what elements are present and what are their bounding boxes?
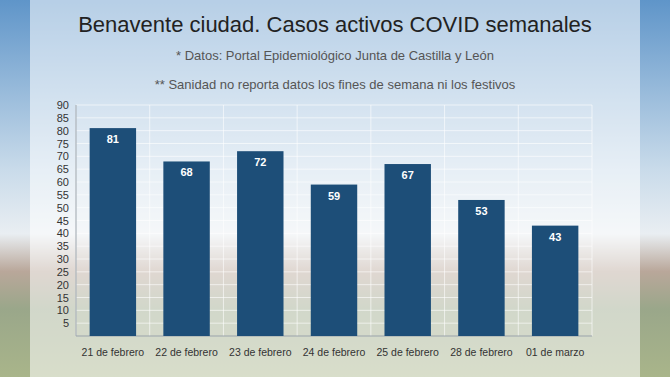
x-tick-label: 21 de febrero (82, 346, 145, 358)
bar (90, 128, 136, 336)
x-tick-label: 24 de febrero (303, 346, 366, 358)
y-tick-label: 30 (57, 253, 69, 265)
data-label: 67 (402, 169, 414, 181)
grid-line-vertical (297, 105, 298, 336)
y-tick-label: 40 (57, 227, 69, 239)
grid-line (76, 117, 592, 118)
grid-line-vertical (444, 105, 445, 336)
grid-line (76, 143, 592, 144)
bars (90, 128, 579, 336)
x-tick-label: 28 de febrero (450, 346, 513, 358)
background (0, 0, 670, 377)
grid-line-vertical (592, 105, 593, 336)
annotation: ** Sanidad no reporta datos los fines de… (155, 77, 516, 92)
grid-line-vertical (370, 105, 371, 336)
y-tick-label: 85 (57, 112, 69, 124)
y-tick-label: 25 (57, 266, 69, 278)
y-tick-label: 80 (57, 125, 69, 137)
y-tick-label: 35 (57, 240, 69, 252)
bar (384, 164, 430, 336)
y-tick-label: 20 (57, 279, 69, 291)
y-tick-label: 55 (57, 189, 69, 201)
x-tick-label: 22 de febrero (155, 346, 218, 358)
data-label: 81 (107, 133, 119, 145)
grid-line (76, 182, 592, 183)
y-tick-label: 60 (57, 176, 69, 188)
title: Benavente ciudad. Casos activos COVID se… (78, 12, 592, 37)
y-tick-label: 50 (57, 202, 69, 214)
y-tick-label: 70 (57, 150, 69, 162)
grid-line (76, 105, 592, 106)
data-label: 59 (328, 190, 340, 202)
grid-line-vertical (223, 105, 224, 336)
y-tick-label: 5 (63, 317, 69, 329)
y-tick-label: 65 (57, 163, 69, 175)
grid-line-vertical (76, 105, 77, 336)
panel (30, 0, 640, 377)
bar (237, 151, 283, 336)
x-tick-label: 25 de febrero (376, 346, 439, 358)
bar (311, 185, 357, 336)
y-tick-label: 15 (57, 292, 69, 304)
data-label: 72 (254, 156, 266, 168)
grid-line-vertical (518, 105, 519, 336)
y-tick-label: 75 (57, 138, 69, 150)
y-tick-label: 90 (57, 99, 69, 111)
bar (163, 161, 209, 336)
chart: Benavente ciudad. Casos activos COVID se… (0, 0, 670, 377)
data-label: 53 (475, 205, 487, 217)
y-axis-line (76, 105, 77, 336)
bar (532, 226, 578, 336)
data-label: 68 (180, 166, 192, 178)
bar (458, 200, 504, 336)
data-label: 43 (549, 231, 561, 243)
grid-line (76, 156, 592, 157)
grid-line (76, 130, 592, 131)
x-tick-label: 01 de marzo (526, 346, 585, 358)
subtitle: * Datos: Portal Epidemiológico Junta de … (176, 48, 494, 63)
grid-line-vertical (149, 105, 150, 336)
y-tick-label: 45 (57, 215, 69, 227)
grid-line (76, 169, 592, 170)
y-tick-label: 10 (57, 304, 69, 316)
x-tick-label: 23 de febrero (229, 346, 292, 358)
